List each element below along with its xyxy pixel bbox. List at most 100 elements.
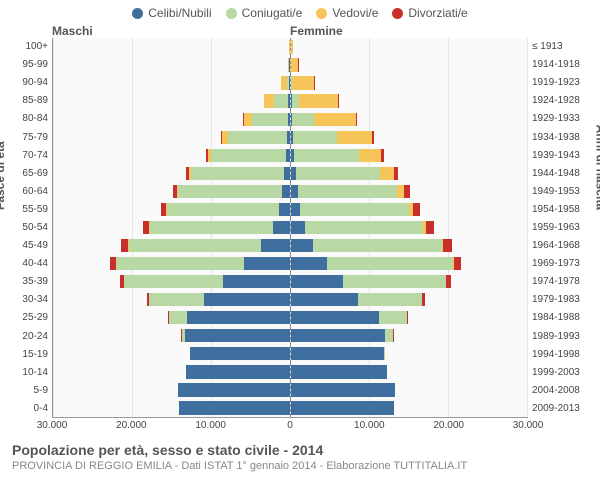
bar-row (53, 146, 527, 164)
bar-segment (291, 365, 388, 378)
female-half (290, 255, 528, 273)
female-half (290, 56, 528, 74)
female-half (290, 200, 528, 218)
bar-segment (343, 275, 445, 288)
y-tick-birth: 1969-1973 (532, 255, 592, 273)
male-half (53, 363, 290, 381)
bar-segment (443, 239, 452, 252)
bar-segment (305, 221, 423, 234)
y-tick-birth: 1974-1978 (532, 273, 592, 291)
bar-segment (264, 94, 274, 107)
bar-segment (379, 311, 407, 324)
bar-row (53, 182, 527, 200)
y-tick-age: 45-49 (8, 237, 48, 255)
legend: Celibi/NubiliConiugati/eVedovi/eDivorzia… (8, 6, 592, 20)
footer: Popolazione per età, sesso e stato civil… (8, 442, 592, 472)
bar-segment (299, 94, 338, 107)
bar-segment (404, 185, 410, 198)
bar-segment (291, 257, 327, 270)
bar-row (53, 92, 527, 110)
bar-segment (291, 275, 344, 288)
legend-label: Celibi/Nubili (148, 6, 211, 20)
x-tick: 10.000 (354, 420, 385, 431)
bar-segment (291, 203, 301, 216)
bar-row (53, 327, 527, 345)
legend-swatch (392, 8, 403, 19)
female-half (290, 381, 528, 399)
gender-headers: Maschi Femmine (8, 24, 592, 38)
y-tick-birth: 1984-1988 (532, 309, 592, 327)
bar-segment (292, 113, 313, 126)
bar-segment (385, 329, 393, 342)
female-half (290, 363, 528, 381)
bar-segment (150, 221, 273, 234)
bar-row (53, 363, 527, 381)
y-tick-birth: 1979-1983 (532, 291, 592, 309)
bar-row (53, 218, 527, 236)
y-tick-birth: 1999-2003 (532, 364, 592, 382)
bar-segment (397, 185, 404, 198)
bar-segment (337, 131, 372, 144)
female-half (290, 309, 528, 327)
y-tick-age: 65-69 (8, 165, 48, 183)
axis-title-birth: Anni di nascita (593, 125, 600, 210)
female-half (290, 110, 528, 128)
bar-row (53, 345, 527, 363)
bar-segment (291, 221, 306, 234)
male-half (53, 200, 290, 218)
female-half (290, 345, 528, 363)
bar-row (53, 255, 527, 273)
header-male: Maschi (52, 24, 290, 38)
bar-segment (178, 185, 282, 198)
bar-segment (204, 293, 289, 306)
header-female: Femmine (290, 24, 528, 38)
population-pyramid-chart: Celibi/NubiliConiugati/eVedovi/eDivorzia… (0, 0, 600, 500)
bar-segment (294, 149, 359, 162)
bar-segment (293, 131, 337, 144)
y-tick-age: 85-89 (8, 92, 48, 110)
bar-segment (291, 329, 386, 342)
legend-label: Divorziati/e (408, 6, 467, 20)
female-half (290, 164, 528, 182)
legend-swatch (316, 8, 327, 19)
y-tick-age: 25-29 (8, 309, 48, 327)
x-axis: 30.00020.00010.000010.00020.00030.000 (52, 418, 528, 434)
y-tick-age: 35-39 (8, 273, 48, 291)
bar-segment (291, 239, 314, 252)
female-half (290, 273, 528, 291)
female-half (290, 146, 528, 164)
y-axis-birth: ≤ 19131914-19181919-19231924-19281929-19… (528, 38, 592, 418)
y-tick-birth: 1934-1938 (532, 128, 592, 146)
footer-subtitle: PROVINCIA DI REGGIO EMILIA - Dati ISTAT … (12, 460, 588, 472)
x-tick: 30.000 (513, 420, 544, 431)
bar-segment (380, 167, 393, 180)
bar-row (53, 237, 527, 255)
y-tick-birth: 2009-2013 (532, 400, 592, 418)
y-tick-age: 80-84 (8, 110, 48, 128)
male-half (53, 345, 290, 363)
x-tick: 30.000 (37, 420, 68, 431)
y-tick-age: 30-34 (8, 291, 48, 309)
bar-segment (244, 257, 290, 270)
bar-segment (279, 203, 289, 216)
legend-item: Celibi/Nubili (132, 6, 211, 20)
male-half (53, 38, 290, 56)
x-tick: 0 (287, 420, 293, 431)
bar-segment (327, 257, 453, 270)
y-tick-age: 95-99 (8, 56, 48, 74)
y-tick-birth: ≤ 1913 (532, 38, 592, 56)
bar-segment (223, 275, 290, 288)
y-tick-age: 60-64 (8, 183, 48, 201)
bar-segment (178, 383, 290, 396)
bar-segment (149, 293, 204, 306)
bar-row (53, 128, 527, 146)
y-tick-birth: 1954-1958 (532, 201, 592, 219)
male-half (53, 309, 290, 327)
bar-segment (190, 347, 289, 360)
legend-item: Divorziati/e (392, 6, 467, 20)
y-tick-birth: 1989-1993 (532, 328, 592, 346)
male-half (53, 381, 290, 399)
bar-row (53, 399, 527, 417)
bar-segment (261, 239, 289, 252)
bar-row (53, 381, 527, 399)
